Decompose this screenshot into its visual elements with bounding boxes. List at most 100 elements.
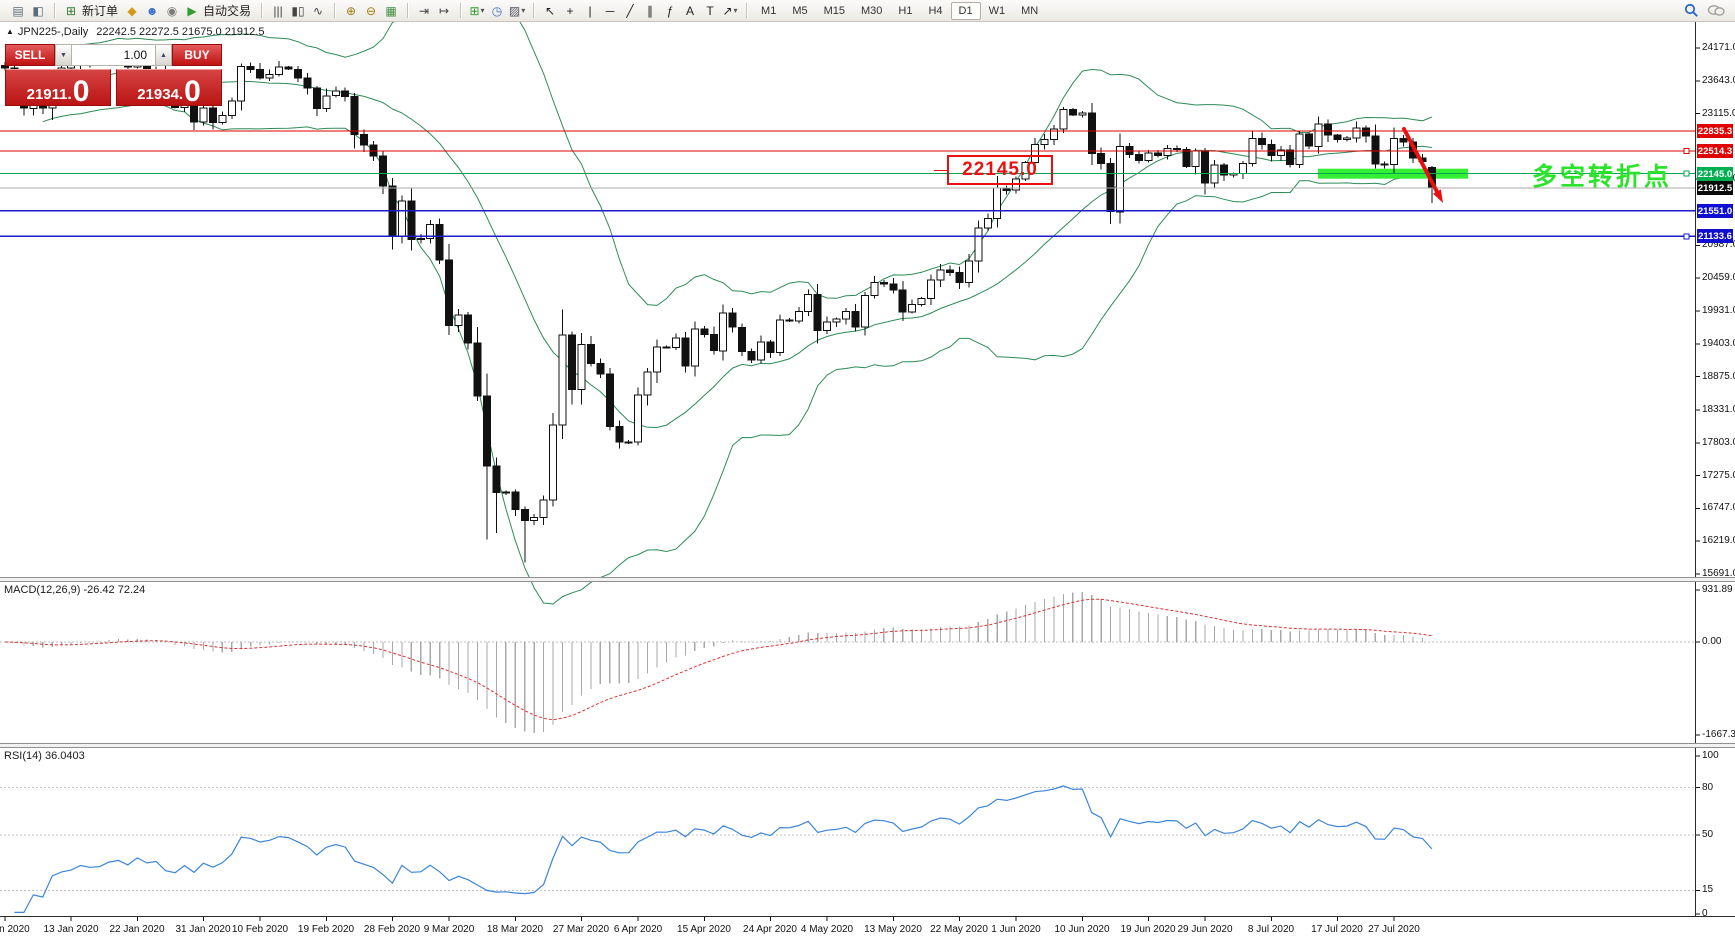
timeframe-m5-button[interactable]: M5: [792, 4, 808, 17]
buy-price-button[interactable]: 21934. 0: [116, 69, 222, 106]
autotrade-icon[interactable]: ▶: [187, 3, 197, 18]
styler-icon[interactable]: ◆: [127, 3, 137, 18]
chat-icon[interactable]: [1707, 4, 1725, 18]
date-label: 22 May 2020: [930, 924, 988, 935]
hline-handle[interactable]: [1683, 170, 1690, 177]
y-tick-label: 19403.0: [1702, 338, 1735, 349]
toolbar-separator: [533, 3, 535, 18]
signals-icon[interactable]: ◉: [166, 3, 178, 18]
date-label: 2 Jan 2020: [0, 924, 30, 935]
sell-price-button[interactable]: 21911. 0: [5, 69, 111, 106]
vertical-line-icon[interactable]: |: [588, 3, 592, 18]
tile-windows-icon[interactable]: ▦: [385, 3, 397, 18]
date-label: 27 Mar 2020: [552, 924, 610, 935]
new-order-icon[interactable]: ⊞: [65, 3, 77, 18]
equidistant-channel-icon[interactable]: ∥: [647, 3, 654, 18]
timeframe-m1-button[interactable]: M1: [761, 4, 777, 17]
bollinger-lower-band: [42, 102, 1433, 605]
shapes-icon[interactable]: ↗ ▾: [722, 3, 738, 18]
date-label: 24 Apr 2020: [743, 924, 797, 935]
toolbar-separator: [746, 3, 748, 18]
symbol-period-label: JPN225-,Daily: [17, 26, 89, 38]
y-tick-label: 17275.0: [1702, 470, 1735, 481]
macd-indicator-label: MACD(12,26,9) -26.42 72.24: [4, 584, 146, 596]
buy-button[interactable]: BUY: [172, 44, 222, 66]
chart-shift-icon[interactable]: ↦: [439, 3, 450, 18]
crosshair-icon[interactable]: +: [566, 3, 574, 18]
date-label: 10 Feb 2020: [231, 924, 289, 935]
volume-input[interactable]: 1.00: [72, 44, 155, 66]
timeframe-m30-button[interactable]: M30: [861, 4, 883, 17]
timeframe-d1-button[interactable]: D1: [950, 1, 981, 20]
timeframe-w1-button[interactable]: W1: [988, 4, 1006, 17]
panel-splitter-macd[interactable]: [0, 577, 1735, 582]
chart-candles-icon[interactable]: ▮▯: [291, 3, 305, 18]
horizontal-line-icon[interactable]: ─: [605, 3, 615, 18]
volume-decrease-button[interactable]: ▼: [55, 44, 72, 66]
y-tick-label: 23643.0: [1702, 75, 1735, 86]
rsi-axis-label: 50: [1702, 829, 1714, 840]
time-axis-line: [0, 916, 1735, 917]
chart-title: ▲ JPN225-,Daily 22242.5 22272.5 21675.0 21…: [6, 26, 264, 38]
price-tag-22145.0: 22145.0: [1697, 167, 1733, 181]
chart-bars-icon[interactable]: |||: [273, 3, 283, 18]
one-click-trading-panel: SELL ▼ 1.00 ▲ BUY 21911. 0 21934. 0: [5, 44, 222, 106]
panel-splitter-rsi[interactable]: [0, 743, 1735, 748]
y-tick-label: 19931.0: [1702, 305, 1735, 316]
price-tag-21551.0: 21551.0: [1697, 204, 1733, 218]
timeframe-m15-button[interactable]: M15: [823, 4, 845, 17]
date-label: 9 Mar 2020: [423, 924, 475, 935]
market-watch-icon[interactable]: ▤: [12, 3, 24, 18]
hline-handle[interactable]: [1683, 233, 1690, 240]
rsi-axis-label: 80: [1702, 782, 1714, 793]
sell-arrow[interactable]: [1402, 127, 1439, 194]
toolbar-separator: [334, 3, 336, 18]
rsi-indicator-label: RSI(14) 36.0403: [4, 750, 85, 762]
y-tick-label: 20987.0: [1702, 239, 1735, 250]
volume-increase-button[interactable]: ▲: [155, 44, 172, 66]
hline-handle[interactable]: [1683, 147, 1690, 154]
y-tick-label: 15691.0: [1702, 568, 1735, 579]
templates-icon[interactable]: ▨ ▾: [508, 3, 526, 18]
triangle-up-icon: ▲: [160, 51, 167, 59]
timeframe-mn-button[interactable]: MN: [1021, 4, 1039, 17]
text-label-icon[interactable]: T: [706, 3, 714, 18]
sell-button[interactable]: SELL: [5, 44, 55, 66]
trendline-icon[interactable]: ╱: [626, 3, 634, 18]
timeframe-h4-button[interactable]: H4: [928, 4, 943, 17]
fibonacci-icon[interactable]: ƒ: [666, 3, 674, 18]
zoom-in-icon[interactable]: ⊕: [346, 3, 357, 18]
cursor-icon[interactable]: ↖: [545, 3, 556, 18]
period-clock-icon[interactable]: ◷: [491, 3, 503, 18]
rsi-axis-label: 0: [1702, 908, 1708, 919]
toolbar-separator: [54, 3, 55, 18]
date-label: 18 Mar 2020: [486, 924, 544, 935]
buy-price-pips: 0: [184, 74, 201, 108]
date-label: 28 Feb 2020: [363, 924, 421, 935]
auto-scroll-icon[interactable]: ⇥: [419, 3, 430, 18]
rsi-line: [14, 785, 1433, 914]
rsi-axis-label: 15: [1702, 884, 1714, 895]
navigator-icon[interactable]: ◧: [32, 3, 44, 18]
rsi-axis-label: 100: [1702, 750, 1719, 761]
zoom-out-icon[interactable]: ⊖: [366, 3, 377, 18]
price-annotation-box[interactable]: 22145.0: [934, 155, 1053, 185]
date-label: 1 Jun 2020: [991, 924, 1041, 935]
main-toolbar: ▤ ◧ ⊞ 新订单 ◆ ☻ ◉ ▶ 自动交易 ||| ▮▯ ∿ ⊕ ⊖ ▦ ⇥ ↦ ⊞ ▾ ◷ ▨ ▾ ↖ + | ─ ╱ ∥ ƒ A T ↗…: [0, 0, 1735, 22]
y-tick-label: 18331.0: [1702, 404, 1735, 415]
pivot-text-annotation[interactable]: 多空转折点: [1532, 163, 1673, 191]
timeframe-h1-button[interactable]: H1: [898, 4, 913, 17]
date-label: 13 May 2020: [864, 924, 922, 935]
new-order-label[interactable]: 新订单: [82, 4, 119, 18]
y-tick-label: 16219.0: [1702, 535, 1735, 546]
text-icon[interactable]: A: [686, 3, 695, 18]
search-icon[interactable]: [1684, 3, 1699, 18]
community-icon[interactable]: ☻: [145, 3, 159, 18]
autotrade-label[interactable]: 自动交易: [203, 4, 252, 18]
y-tick-label: 20459.0: [1702, 272, 1735, 283]
chart-line-icon[interactable]: ∿: [313, 3, 324, 18]
add-indicator-icon[interactable]: ⊞ ▾: [469, 3, 485, 18]
y-tick-label: 23115.0: [1702, 108, 1735, 119]
collapse-panel-icon[interactable]: ▲: [6, 27, 14, 36]
